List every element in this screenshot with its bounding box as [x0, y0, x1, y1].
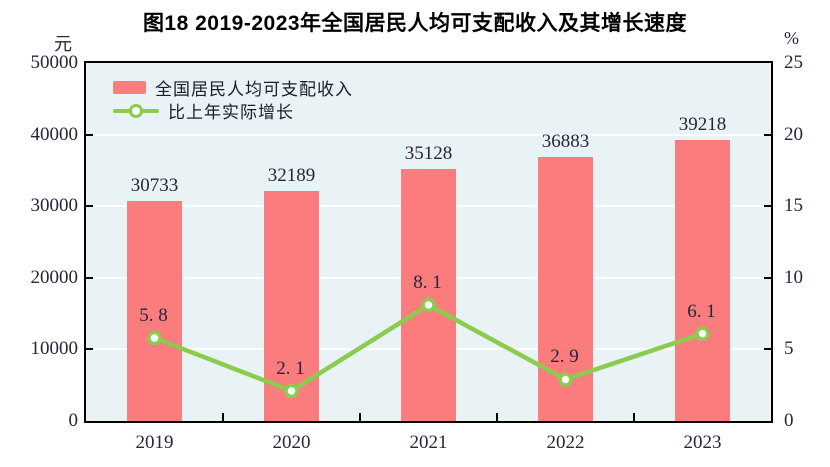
bar-value-label: 36883	[541, 130, 590, 152]
x-axis-tick	[633, 413, 635, 421]
legend: 全国居民人均可支配收入 比上年实际增长	[113, 76, 353, 122]
right-axis-tick-label: 20	[784, 123, 803, 145]
right-axis-tick-label: 25	[784, 52, 803, 73]
income-bar	[675, 140, 730, 421]
chart-title: 图18 2019-2023年全国居民人均可支配收入及其增长速度	[142, 12, 688, 35]
legend-income-label: 全国居民人均可支配收入	[155, 80, 353, 99]
right-axis-tick	[764, 205, 771, 208]
growth-line-svg	[147, 297, 710, 399]
right-axis-tick-label: 0	[784, 410, 794, 431]
legend-item-growth: 比上年实际增长	[113, 99, 353, 122]
bar-value-label: 35128	[404, 143, 453, 165]
income-bar	[127, 200, 182, 421]
line-series-swatch-icon	[113, 103, 159, 118]
growth-point-marker	[147, 330, 162, 346]
plot-area: 30733 32189 35128 36883 39218 5. 8 2. 1 8. 1 2. …	[84, 61, 773, 423]
h-gridline	[86, 133, 771, 136]
right-axis-tick	[764, 133, 771, 136]
right-axis-tick	[764, 348, 771, 351]
left-axis-tick-label: 50000	[30, 52, 79, 73]
left-axis-tick	[86, 133, 93, 136]
x-axis-tick	[359, 413, 361, 421]
left-axis-tick-label: 30000	[30, 195, 79, 217]
right-axis-tick	[764, 276, 771, 279]
x-axis-year-label: 2023	[683, 432, 722, 453]
growth-value-label: 2. 1	[276, 357, 305, 379]
bar-series-swatch-icon	[113, 81, 146, 94]
left-axis-tick	[86, 276, 93, 279]
x-axis-tick	[222, 413, 224, 421]
x-axis-year-label: 2019	[135, 432, 174, 453]
x-axis-year-label: 2020	[272, 432, 311, 453]
x-axis-year-label: 2021	[409, 432, 448, 453]
growth-value-label: 6. 1	[687, 300, 716, 322]
growth-point-marker	[558, 372, 573, 387]
left-axis-tick-label: 40000	[30, 123, 79, 145]
legend-item-income: 全国居民人均可支配收入	[113, 76, 353, 99]
income-bar	[401, 169, 456, 421]
data-labels-layer: 30733 32189 35128 36883 39218 5. 8 2. 1 8. 1 2. …	[86, 63, 771, 421]
left-axis-tick	[86, 205, 93, 208]
growth-value-label: 8. 1	[413, 272, 442, 293]
left-axis-unit: 元	[54, 34, 72, 54]
right-axis-tick-label: 5	[784, 338, 794, 360]
growth-point-marker	[695, 326, 710, 341]
legend-growth-label: 比上年实际增长	[168, 103, 294, 122]
growth-value-label: 2. 9	[550, 346, 579, 368]
left-axis-tick-label: 20000	[30, 266, 79, 288]
bar-value-label: 39218	[678, 114, 727, 136]
growth-value-label: 5. 8	[139, 304, 168, 326]
right-axis-tick-label: 10	[784, 266, 803, 288]
line-marker-icon	[129, 103, 143, 118]
left-axis-tick-label: 10000	[30, 338, 79, 360]
left-axis-tick	[86, 348, 93, 351]
bars-layer	[86, 63, 771, 421]
right-axis-unit: %	[784, 28, 799, 48]
right-axis-tick-label: 15	[784, 195, 803, 217]
bar-value-label: 30733	[130, 174, 179, 196]
growth-point-marker	[284, 383, 299, 399]
left-axis-tick-label: 0	[68, 410, 79, 431]
bar-value-label: 32189	[267, 164, 316, 186]
x-axis-tick	[496, 413, 498, 421]
growth-point-marker	[421, 297, 436, 313]
x-axis-year-label: 2022	[546, 432, 585, 453]
